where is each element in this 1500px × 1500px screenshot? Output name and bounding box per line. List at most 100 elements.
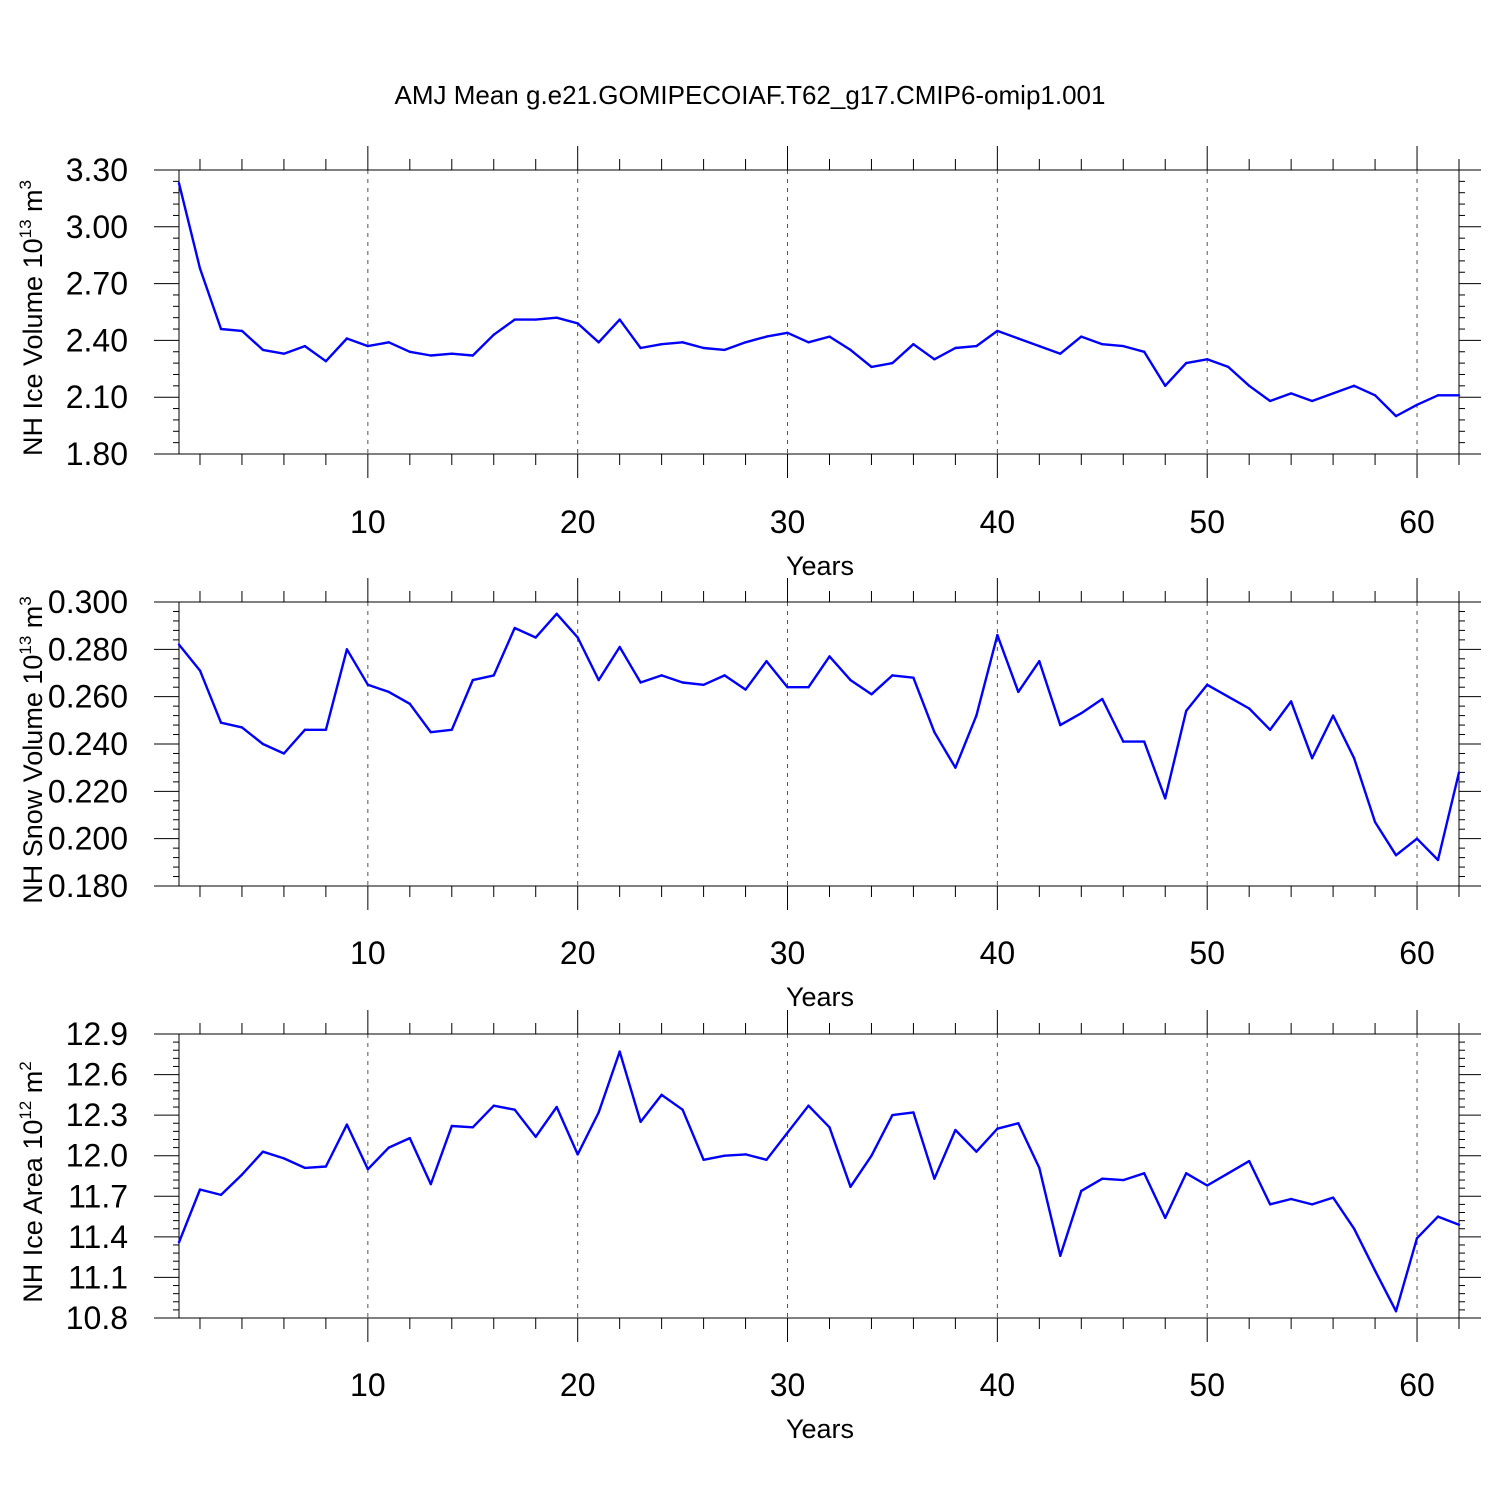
snow-volume-point-37 xyxy=(933,730,936,734)
snow-volume-point-8 xyxy=(324,728,328,731)
ice-area-point-9 xyxy=(345,1123,349,1126)
ice-area-point-51 xyxy=(1226,1172,1230,1175)
ice-area-ytick-label-6: 12.6 xyxy=(66,1057,128,1093)
ice-volume-point-37 xyxy=(933,358,936,361)
snow-volume-ytick-label-5: 0.280 xyxy=(48,631,128,667)
ice-area-xtick-label-4: 50 xyxy=(1189,1367,1225,1403)
ice-area-point-47 xyxy=(1143,1172,1146,1175)
ice-area-point-56 xyxy=(1331,1196,1335,1199)
ice-volume-point-33 xyxy=(849,348,852,352)
snow-volume-point-43 xyxy=(1059,723,1062,727)
snow-volume-point-15 xyxy=(471,678,474,682)
ice-volume-point-22 xyxy=(618,318,621,321)
ice-volume-point-34 xyxy=(870,365,873,369)
ice-volume-point-8 xyxy=(324,360,328,363)
ice-volume-point-52 xyxy=(1247,384,1251,388)
ice-area-point-55 xyxy=(1310,1203,1314,1206)
snow-volume-point-21 xyxy=(597,678,600,682)
ice-volume-xtick-label-0: 10 xyxy=(350,504,386,540)
ice-volume-ytick-label-0: 1.80 xyxy=(66,436,128,472)
ice-volume-yaxis-title: NH Ice Volume 1013 m3 xyxy=(16,180,48,456)
ice-area-ytick-label-5: 12.3 xyxy=(66,1097,128,1133)
page-title: AMJ Mean g.e21.GOMIPECOIAF.T62_g17.CMIP6… xyxy=(394,80,1106,110)
snow-volume-point-60 xyxy=(1415,837,1419,840)
ice-volume-yaxis-title-part-0: NH Ice Volume 10 xyxy=(18,238,48,456)
ice-volume-point-9 xyxy=(345,337,349,340)
snow-volume-point-51 xyxy=(1226,695,1230,698)
ice-volume-xtick-label-4: 50 xyxy=(1189,504,1225,540)
ice-volume-xtick-label-5: 60 xyxy=(1399,504,1435,540)
ice-area-point-29 xyxy=(765,1158,768,1161)
ice-volume-point-17 xyxy=(513,318,516,321)
snow-volume-point-9 xyxy=(345,648,349,651)
ice-area-point-59 xyxy=(1394,1310,1398,1313)
ice-volume-point-15 xyxy=(471,354,474,357)
snow-volume-xaxis-title: Years xyxy=(786,982,854,1012)
ice-area-point-16 xyxy=(492,1104,495,1107)
ice-volume-point-62 xyxy=(1457,394,1461,397)
snow-volume-series-line-0 xyxy=(178,612,1461,862)
ice-volume-point-13 xyxy=(429,354,433,357)
snow-volume-point-61 xyxy=(1436,858,1440,862)
ice-area-ytick-label-4: 12.0 xyxy=(66,1138,128,1174)
ice-volume-point-12 xyxy=(408,350,412,353)
snow-volume-point-11 xyxy=(387,690,391,694)
ice-volume-point-21 xyxy=(597,341,600,344)
ice-area-point-49 xyxy=(1185,1172,1188,1175)
ice-volume-point-27 xyxy=(723,348,726,352)
ice-area-point-31 xyxy=(807,1104,810,1107)
ice-area-point-36 xyxy=(912,1111,915,1114)
ice-area-xtick-label-1: 20 xyxy=(560,1367,596,1403)
snow-volume-ytick-label-3: 0.240 xyxy=(48,726,128,762)
ice-area-point-20 xyxy=(576,1153,579,1156)
ice-volume-point-54 xyxy=(1289,392,1293,395)
ice-volume-ytick-label-4: 3.00 xyxy=(66,209,128,245)
ice-area-point-17 xyxy=(513,1108,516,1111)
snow-volume-point-57 xyxy=(1352,757,1356,760)
snow-volume-point-40 xyxy=(996,633,999,637)
snow-volume-point-30 xyxy=(786,686,789,689)
snow-volume-point-56 xyxy=(1331,714,1335,717)
ice-volume-point-56 xyxy=(1331,392,1335,395)
ice-area-yaxis-title-part-0: NH Ice Area 10 xyxy=(18,1120,48,1303)
ice-volume-point-23 xyxy=(639,346,642,350)
snow-volume-point-31 xyxy=(807,686,810,689)
ice-volume-series-line-0 xyxy=(177,183,1459,418)
ice-area-point-61 xyxy=(1436,1215,1440,1218)
snow-volume-point-28 xyxy=(744,688,747,691)
snow-volume-point-49 xyxy=(1185,709,1188,713)
snow-volume-point-50 xyxy=(1205,683,1209,687)
snow-volume-point-47 xyxy=(1143,740,1146,743)
snow-volume-point-55 xyxy=(1310,757,1314,760)
ice-volume-yaxis-title-part-2: m xyxy=(18,189,48,219)
ice-area-xtick-label-5: 60 xyxy=(1399,1367,1435,1403)
snow-volume-xtick-label-5: 60 xyxy=(1399,935,1435,971)
snow-volume-point-26 xyxy=(702,683,705,687)
ice-area-point-46 xyxy=(1122,1178,1125,1182)
snow-volume-point-52 xyxy=(1247,707,1251,710)
snow-volume-xtick-label-4: 50 xyxy=(1189,935,1225,971)
ice-area-point-32 xyxy=(828,1126,831,1129)
snow-volume-yaxis-title-part-0: NH Snow Volume 10 xyxy=(18,655,48,904)
ice-area-ytick-label-1: 11.1 xyxy=(68,1259,128,1295)
snow-volume-point-29 xyxy=(765,659,768,663)
ice-area-point-28 xyxy=(744,1153,747,1156)
ice-volume-point-29 xyxy=(765,335,768,338)
ice-area-point-10 xyxy=(366,1168,370,1171)
ice-area-plot-frame xyxy=(178,1033,1460,1319)
ice-area-series-line-0 xyxy=(177,1050,1460,1313)
snow-volume-point-16 xyxy=(492,674,495,677)
snow-volume-point-59 xyxy=(1394,854,1398,857)
ice-area-point-43 xyxy=(1059,1254,1062,1257)
ice-volume-point-39 xyxy=(975,344,978,348)
ice-volume-ytick-label-2: 2.40 xyxy=(66,322,128,358)
panel-snow-volume: 10 20 30 40 50 60 0.180 0.200 0.220 0.240 0.260 0.2… xyxy=(16,578,1481,1012)
snow-volume-ytick-label-2: 0.220 xyxy=(48,773,128,809)
ice-area-yaxis-title-part-3: 2 xyxy=(16,1061,35,1070)
ice-volume-point-2 xyxy=(198,267,202,270)
ice-area-point-37 xyxy=(933,1177,936,1180)
ice-area-point-25 xyxy=(681,1108,684,1111)
ice-area-point-27 xyxy=(723,1154,726,1157)
ice-volume-point-38 xyxy=(954,346,957,350)
snow-volume-point-17 xyxy=(513,626,516,630)
